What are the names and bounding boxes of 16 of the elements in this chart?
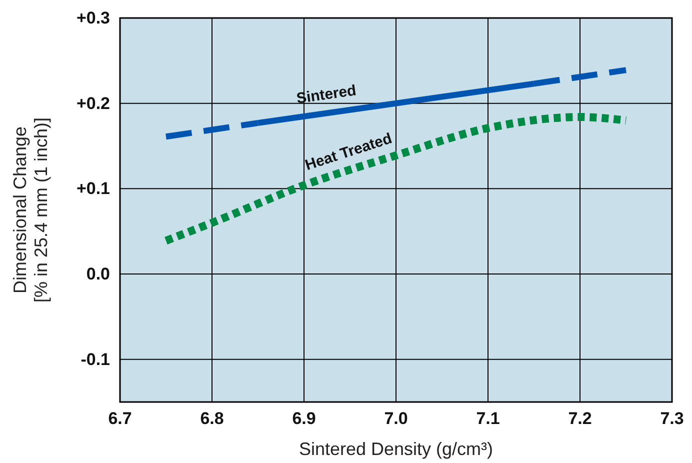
text: Heat Treated	[303, 130, 394, 174]
y-tick-label: -0.1	[80, 350, 110, 369]
y-tick-label: 0.0	[86, 264, 110, 284]
y-tick-label: +0.3	[76, 8, 110, 28]
y-tick-label: +0.2	[76, 94, 110, 113]
text: Sintered	[295, 82, 358, 108]
x-tick-label: 6.9	[292, 409, 316, 428]
x-tick-label: 7.1	[476, 409, 500, 428]
y-tick-label: +0.1	[76, 179, 110, 198]
y-axis-title: Dimensional Change [% in 25.4 mm (1 inch)]	[10, 117, 51, 303]
x-tick-label: 6.8	[200, 409, 224, 428]
x-tick-label: 7.3	[660, 409, 684, 428]
x-tick-label: 6.7	[108, 409, 132, 428]
x-tick-label: 7.0	[384, 409, 408, 428]
x-axis-title: Sintered Density (g/cm³)	[298, 439, 494, 459]
x-tick-label: 7.2	[568, 409, 592, 428]
